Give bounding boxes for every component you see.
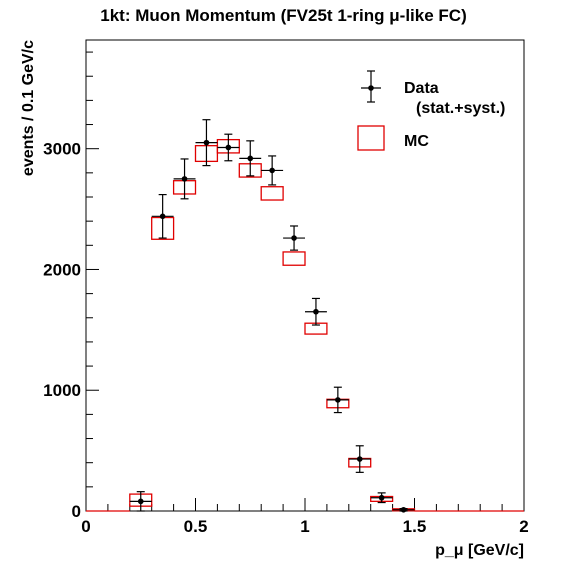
- data-point: [370, 492, 393, 504]
- data-point: [151, 193, 174, 239]
- x-tick-label: 1.5: [403, 517, 427, 536]
- data-point: [305, 297, 327, 326]
- x-tick-label: 1: [300, 517, 309, 536]
- data-marker: [356, 456, 363, 462]
- legend-data-label: Data: [404, 80, 439, 97]
- data-point: [283, 225, 305, 251]
- data-marker: [181, 176, 188, 182]
- data-marker: [269, 167, 275, 174]
- legend-data-marker: [368, 85, 374, 91]
- mc-box: [282, 251, 306, 266]
- y-tick-label: 2000: [43, 260, 81, 279]
- data-point: [326, 386, 349, 414]
- data-point: [173, 158, 196, 200]
- x-tick-label: 0: [81, 517, 90, 536]
- y-tick-label: 1000: [43, 381, 81, 400]
- chart-title: 1kt: Muon Momentum (FV25t 1-ring μ-like …: [100, 6, 467, 25]
- x-axis-label: p_μ [GeV/c]: [435, 542, 524, 559]
- y-tick-label: 0: [72, 502, 81, 521]
- data-point: [195, 119, 218, 167]
- data-point: [261, 155, 284, 186]
- data-point: [239, 140, 262, 177]
- x-tick-label: 2: [519, 517, 528, 536]
- data-point: [129, 491, 152, 512]
- legend-mc-label: MC: [404, 133, 429, 150]
- data-marker: [159, 213, 166, 220]
- data-point: [348, 445, 371, 473]
- data-marker: [335, 397, 341, 403]
- data-point: [392, 506, 415, 513]
- data-marker: [291, 235, 297, 241]
- data-marker: [137, 498, 144, 505]
- data-marker: [400, 506, 407, 513]
- mc-box: [260, 186, 284, 201]
- x-tick-label: 0.5: [184, 517, 208, 536]
- data-marker: [378, 494, 385, 501]
- data-marker: [247, 155, 254, 162]
- y-axis-label: events / 0.1 GeV/c: [20, 40, 37, 176]
- legend-mc-box: [357, 125, 385, 151]
- data-marker: [203, 139, 210, 146]
- legend-data-sublabel: (stat.+syst.): [416, 100, 505, 117]
- data-marker: [225, 144, 232, 151]
- y-tick-label: 3000: [43, 140, 81, 159]
- data-point: [217, 133, 240, 162]
- data-marker: [313, 308, 319, 315]
